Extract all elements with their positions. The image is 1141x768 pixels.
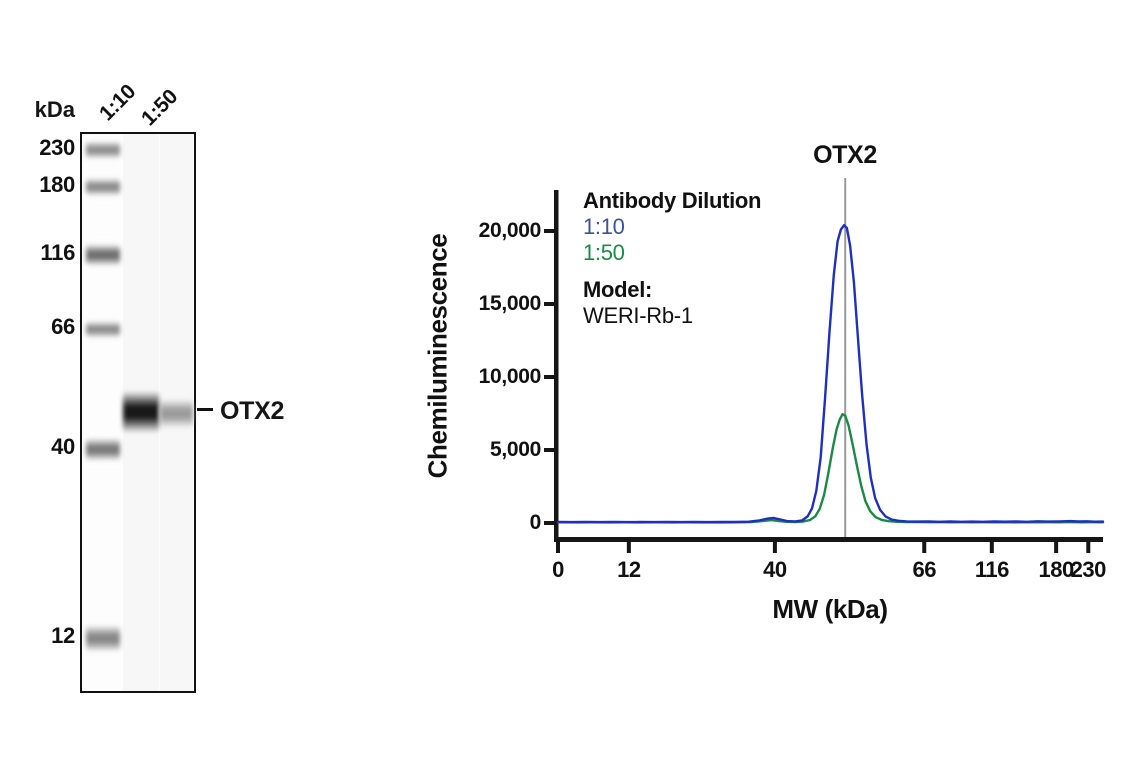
ladder-band-230kda <box>86 141 120 159</box>
series-line-1-50 <box>556 413 1105 524</box>
marker-label-12: 12 <box>51 623 75 648</box>
x-tick-230 <box>1086 542 1091 553</box>
y-tick-0 <box>544 521 556 525</box>
x-tick-40 <box>772 542 777 553</box>
y-tick-label-0: 0 <box>529 511 542 534</box>
legend-title: Antibody Dilution <box>583 188 762 213</box>
y-tick-5,000 <box>544 448 556 452</box>
y-tick-label-20000: 20,000 <box>478 219 542 242</box>
x-tick-12 <box>626 542 631 553</box>
y-tick-20,000 <box>544 229 556 233</box>
kda-axis-title: kDa <box>34 97 75 122</box>
x-tick-116 <box>989 542 994 553</box>
legend-model-label: Model: <box>583 277 653 302</box>
marker-label-66: 66 <box>51 314 75 339</box>
x-tick-66 <box>922 542 927 553</box>
ladder-band-116kda <box>86 244 120 266</box>
x-tick-label-40: 40 <box>763 557 787 582</box>
marker-label-40: 40 <box>51 434 75 459</box>
x-tick-label-0: 0 <box>552 557 564 582</box>
ladder-band-180kda <box>86 178 120 196</box>
y-tick-label-15000: 15,000 <box>478 292 542 315</box>
blot-band-label: OTX2 <box>220 397 285 425</box>
x-tick-label-12: 12 <box>617 557 641 582</box>
x-tick-0 <box>556 542 560 553</box>
band-pointer-line <box>197 407 213 411</box>
peak-annotation-label: OTX2 <box>813 141 877 169</box>
y-axis-line <box>554 190 559 542</box>
ladder-band-12kda <box>86 624 120 652</box>
legend-model-value: WERI-Rb-1 <box>583 303 693 328</box>
legend-entry-1-10: 1:10 <box>583 214 625 239</box>
peak-marker-line <box>844 178 847 542</box>
x-axis-line <box>554 537 1103 542</box>
y-tick-label-5000: 5,000 <box>489 438 541 461</box>
marker-label-116: 116 <box>40 240 75 265</box>
blot-image <box>80 132 196 693</box>
y-tick-15,000 <box>544 302 556 306</box>
chart-legend: Antibody Dilution 1:10 1:50 Model: WERI-… <box>583 188 762 329</box>
legend-entry-1-50: 1:50 <box>583 240 625 265</box>
series-line-1-10 <box>556 224 1105 524</box>
x-tick-180 <box>1054 542 1059 553</box>
x-tick-label-116: 116 <box>974 557 1010 582</box>
y-tick-10,000 <box>544 375 556 379</box>
otx2-band-lane-1-50 <box>160 398 193 428</box>
marker-label-230: 230 <box>39 135 75 160</box>
x-axis-title: MW (kDa) <box>772 594 888 624</box>
x-tick-label-66: 66 <box>912 557 936 582</box>
ladder-band-66kda <box>86 320 120 338</box>
x-tick-label-180: 180 <box>1038 557 1075 582</box>
marker-label-180: 180 <box>39 172 75 197</box>
ladder-band-40kda <box>86 437 120 461</box>
otx2-band-lane-1-10 <box>123 391 159 433</box>
x-tick-label-230: 230 <box>1070 557 1107 582</box>
y-tick-label-10000: 10,000 <box>478 365 542 388</box>
